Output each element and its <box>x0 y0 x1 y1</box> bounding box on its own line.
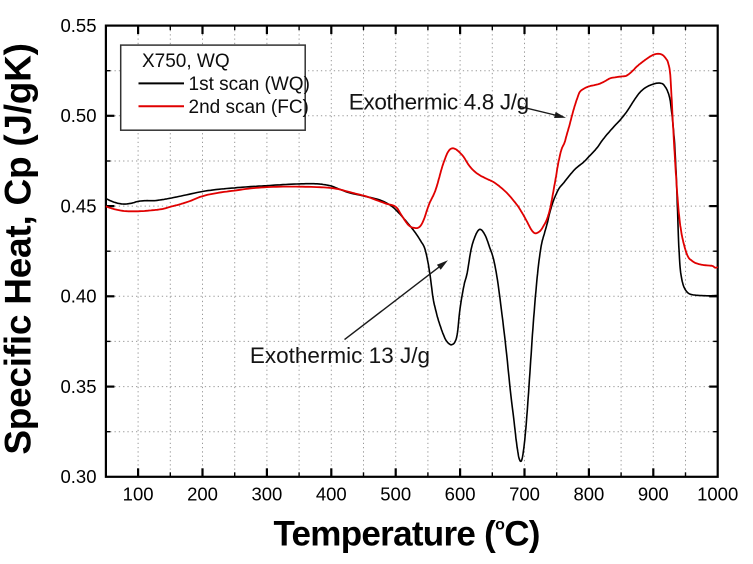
svg-text:0.45: 0.45 <box>60 195 96 216</box>
svg-text:800: 800 <box>573 484 604 505</box>
svg-text:Exothermic 13 J/g: Exothermic 13 J/g <box>250 343 430 368</box>
svg-text:0.30: 0.30 <box>60 466 96 487</box>
svg-text:200: 200 <box>187 484 218 505</box>
svg-text:0.55: 0.55 <box>60 15 96 36</box>
svg-text:400: 400 <box>316 484 347 505</box>
svg-text:Specific Heat, Cp (J/gK): Specific Heat, Cp (J/gK) <box>0 43 39 454</box>
svg-text:0.35: 0.35 <box>60 376 96 397</box>
svg-text:900: 900 <box>638 484 669 505</box>
svg-text:600: 600 <box>445 484 476 505</box>
svg-text:Exothermic 4.8 J/g: Exothermic 4.8 J/g <box>349 90 529 115</box>
svg-text:X750, WQ: X750, WQ <box>142 51 230 72</box>
svg-text:700: 700 <box>509 484 540 505</box>
svg-text:1st scan (WQ): 1st scan (WQ) <box>189 74 310 95</box>
svg-text:0.40: 0.40 <box>60 286 96 307</box>
svg-text:500: 500 <box>380 484 411 505</box>
svg-text:1000: 1000 <box>697 484 738 505</box>
svg-text:0.50: 0.50 <box>60 105 96 126</box>
svg-text:100: 100 <box>123 484 154 505</box>
svg-text:2nd scan (FC): 2nd scan (FC) <box>189 97 309 118</box>
svg-text:300: 300 <box>251 484 282 505</box>
